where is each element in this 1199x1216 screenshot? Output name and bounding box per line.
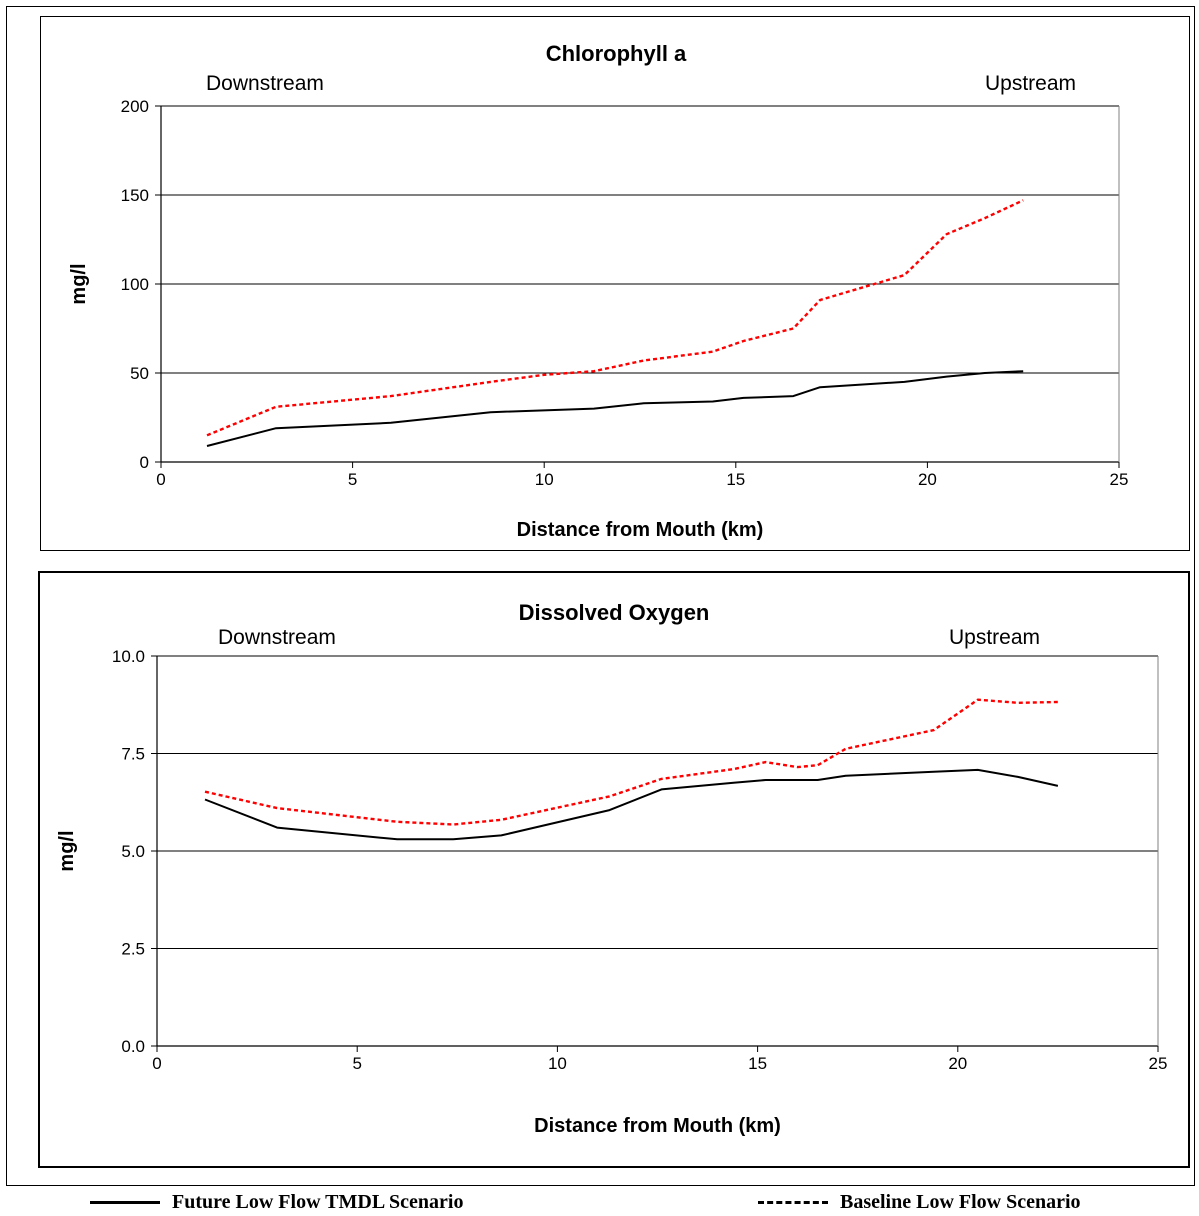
future-series-line: [204, 768, 1059, 841]
x-tick-label: 0: [156, 470, 165, 489]
dashed-line-swatch: [758, 1200, 828, 1204]
legend: Future Low Flow TMDL Scenario Baseline L…: [0, 1188, 1199, 1216]
y-tick-label: 100: [121, 275, 149, 294]
chart-title: Chlorophyll a: [546, 41, 687, 66]
legend-label-baseline: Baseline Low Flow Scenario: [840, 1190, 1081, 1213]
baseline-series-line: [204, 698, 1058, 826]
downstream-label: Downstream: [218, 626, 336, 649]
upstream-label: Upstream: [985, 72, 1076, 95]
y-tick-label: 0.0: [121, 1037, 145, 1056]
y-tick-label: 150: [121, 186, 149, 205]
legend-item-baseline: Baseline Low Flow Scenario: [758, 1188, 1081, 1216]
chart-title: Dissolved Oxygen: [519, 600, 710, 625]
upstream-label: Upstream: [949, 626, 1040, 649]
y-tick-label: 7.5: [121, 745, 145, 764]
downstream-label: Downstream: [206, 72, 324, 95]
y-tick-label: 0: [140, 453, 149, 472]
dissolved-oxygen-chart-panel: Dissolved Oxygen Downstream Upstream 0.0 2.5…: [38, 571, 1190, 1168]
y-tick-label: 50: [130, 364, 149, 383]
chlorophyll-chart-panel: Chlorophyll a Downstream Upstream 0 50 100 150…: [40, 16, 1190, 551]
x-tick-label: 10: [548, 1054, 567, 1073]
x-tick-label: 5: [352, 1054, 361, 1073]
solid-line-swatch: [90, 1200, 160, 1204]
x-tick-label: 10: [535, 470, 554, 489]
x-axis-label: Distance from Mouth (km): [517, 519, 764, 541]
dissolved-oxygen-chart: Dissolved Oxygen Downstream Upstream 0.0 2.5…: [56, 600, 1168, 1137]
x-tick-label: 0: [152, 1054, 161, 1073]
x-tick-label: 5: [348, 470, 357, 489]
legend-label-future: Future Low Flow TMDL Scenario: [172, 1190, 464, 1213]
y-tick-label: 200: [121, 97, 149, 116]
y-axis-label: mg/l: [68, 263, 90, 304]
future-series-line: [206, 370, 1024, 447]
baseline-series-line: [206, 199, 1024, 437]
x-tick-label: 15: [748, 1054, 767, 1073]
x-axis-label: Distance from Mouth (km): [534, 1115, 781, 1137]
x-tick-label: 25: [1110, 470, 1129, 489]
x-tick-label: 20: [948, 1054, 967, 1073]
legend-item-future: Future Low Flow TMDL Scenario: [90, 1188, 463, 1216]
y-tick-label: 10.0: [112, 647, 145, 666]
y-tick-label: 2.5: [121, 940, 145, 959]
x-tick-label: 25: [1149, 1054, 1168, 1073]
x-tick-label: 15: [726, 470, 745, 489]
y-tick-label: 5.0: [121, 842, 145, 861]
y-axis-label: mg/l: [56, 830, 78, 871]
figure-frame: [6, 6, 1195, 1186]
x-tick-label: 20: [918, 470, 937, 489]
